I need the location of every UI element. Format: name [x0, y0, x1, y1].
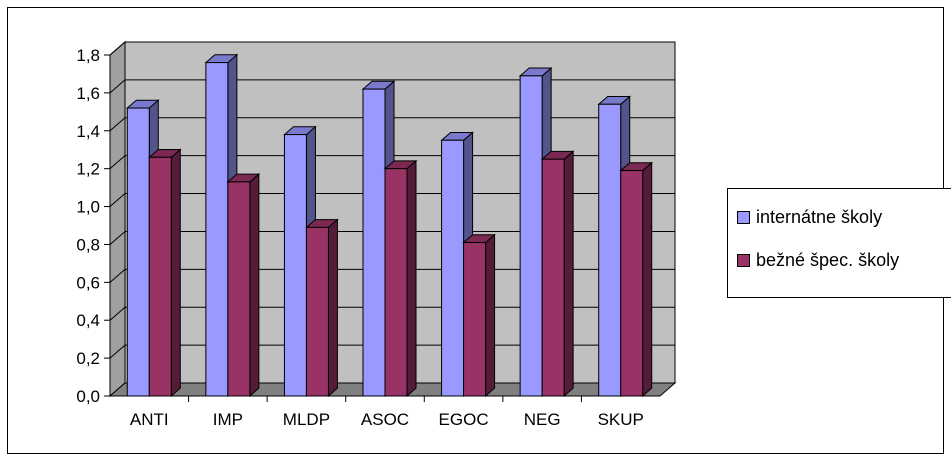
x-label-egoc: EGOC: [439, 410, 489, 429]
bar-egoc-series-2: [462, 233, 496, 398]
x-label-asoc: ASOC: [361, 410, 409, 429]
gridline: [109, 41, 675, 56]
gridline: [109, 193, 675, 207]
y-tick-label: 0,2: [76, 349, 100, 368]
legend: internátne školy bežné špec. školy: [727, 188, 951, 298]
x-label-anti: ANTI: [130, 410, 169, 429]
y-tick-label: 1,2: [76, 160, 100, 179]
bar-asoc-series-2: [383, 159, 418, 398]
gridline: [109, 155, 675, 170]
x-label-imp: IMP: [213, 410, 243, 429]
x-axis-labels: ANTI IMP MLDP ASOC EGOC NEG SKUP: [130, 410, 644, 429]
y-tick-label: 1,4: [76, 122, 100, 141]
legend-swatch-series-2: [737, 254, 750, 267]
y-tick-label: 1,8: [76, 46, 100, 65]
bar-neg-series-2: [540, 150, 575, 398]
bar-skup-series-2: [619, 161, 654, 398]
y-tick-label: 0,4: [76, 311, 100, 330]
x-label-mldp: MLDP: [283, 410, 330, 429]
bar-mldp-series-2: [305, 218, 339, 398]
legend-item-series-2: bežné špec. školy: [737, 250, 899, 271]
bars: [125, 53, 654, 398]
bar-anti-series-2: [147, 148, 182, 398]
y-tick-label: 1,6: [76, 84, 100, 103]
x-label-skup: SKUP: [598, 410, 644, 429]
side-wall: [109, 40, 126, 398]
legend-swatch-series-1: [737, 211, 750, 224]
gridline: [109, 117, 675, 132]
bar-imp-series-2: [226, 173, 261, 398]
legend-item-series-1: internátne školy: [737, 207, 882, 228]
y-tick-label: 0,8: [76, 235, 100, 254]
y-tick-label: 0,0: [76, 387, 100, 406]
x-label-neg: NEG: [524, 410, 561, 429]
gridline: [109, 79, 675, 94]
legend-label-series-2: bežné špec. školy: [756, 250, 900, 270]
y-tick-label: 0,6: [76, 273, 100, 292]
y-tick-label: 1,0: [76, 198, 100, 217]
gridline: [109, 230, 675, 245]
legend-label-series-1: internátne školy: [756, 207, 883, 227]
